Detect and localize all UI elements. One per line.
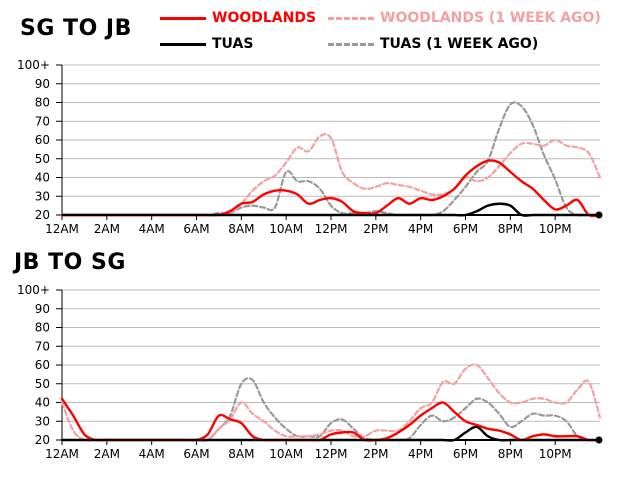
legend-item-woodlands-week-ago: WOODLANDS (1 WEEK AGO)	[328, 10, 601, 26]
y-tick-label-sg-to-jb: 30	[35, 189, 50, 203]
x-tick-label-jb-to-sg: 10PM	[539, 447, 572, 461]
x-tick-label-sg-to-jb: 6AM	[183, 222, 209, 236]
x-tick-label-sg-to-jb: 4PM	[408, 222, 433, 236]
y-tick-label-jb-to-sg: 90	[35, 302, 50, 316]
x-tick-label-jb-to-sg: 10AM	[269, 447, 303, 461]
x-tick-label-jb-to-sg: 6AM	[183, 447, 209, 461]
legend-item-woodlands: WOODLANDS	[160, 10, 316, 26]
y-tick-label-jb-to-sg: 60	[35, 358, 50, 372]
x-tick-label-sg-to-jb: 8PM	[498, 222, 523, 236]
chart-title-jb-to-sg: JB TO SG	[14, 250, 126, 275]
legend-item-tuas: TUAS	[160, 36, 253, 52]
x-tick-label-sg-to-jb: 12AM	[45, 222, 79, 236]
legend-swatch-tuas-week-ago	[328, 42, 374, 46]
legend-label-tuas: TUAS	[212, 36, 254, 52]
legend-label-woodlands: WOODLANDS	[212, 10, 317, 26]
x-tick-label-sg-to-jb: 10PM	[539, 222, 572, 236]
x-tick-label-sg-to-jb: 2PM	[363, 222, 388, 236]
legend-item-tuas-week-ago: TUAS (1 WEEK AGO)	[328, 36, 538, 52]
x-tick-label-jb-to-sg: 8PM	[498, 447, 523, 461]
y-tick-label-jb-to-sg: 70	[35, 339, 50, 353]
legend-label-tuas-week-ago: TUAS (1 WEEK AGO)	[380, 36, 539, 52]
y-tick-label-jb-to-sg: 50	[35, 377, 50, 391]
series-line-woodlands-sg-to-jb	[60, 159, 602, 218]
y-tick-label-jb-to-sg: 30	[35, 414, 50, 428]
x-tick-label-jb-to-sg: 4PM	[408, 447, 433, 461]
y-tick-label-sg-to-jb: 40	[35, 171, 50, 185]
x-tick-label-sg-to-jb: 12PM	[315, 222, 348, 236]
x-tick-label-jb-to-sg: 12AM	[45, 447, 79, 461]
legend: WOODLANDS WOODLANDS (1 WEEK AGO) TUAS TU…	[160, 10, 630, 58]
legend-swatch-woodlands-week-ago	[328, 16, 374, 20]
y-tick-label-sg-to-jb: 70	[35, 114, 50, 128]
y-tick-label-jb-to-sg: 80	[35, 321, 50, 335]
x-tick-label-sg-to-jb: 8AM	[228, 222, 254, 236]
x-tick-label-jb-to-sg: 6PM	[453, 447, 478, 461]
current-time-marker-jb-to-sg	[595, 436, 603, 444]
x-tick-label-sg-to-jb: 2AM	[94, 222, 120, 236]
x-tick-label-sg-to-jb: 6PM	[453, 222, 478, 236]
x-tick-label-jb-to-sg: 4AM	[139, 447, 165, 461]
y-tick-label-sg-to-jb: 100+	[17, 58, 50, 72]
legend-swatch-tuas	[160, 42, 206, 46]
x-tick-label-jb-to-sg: 12PM	[315, 447, 348, 461]
y-tick-label-jb-to-sg: 40	[35, 396, 50, 410]
chart-title-sg-to-jb: SG TO JB	[20, 16, 132, 41]
y-tick-label-sg-to-jb: 50	[35, 152, 50, 166]
y-tick-label-sg-to-jb: 90	[35, 77, 50, 91]
y-tick-label-sg-to-jb: 80	[35, 96, 50, 110]
legend-swatch-woodlands	[160, 16, 206, 20]
series-line-woodlands-prev-sg-to-jb	[60, 133, 602, 217]
legend-label-woodlands-week-ago: WOODLANDS (1 WEEK AGO)	[380, 10, 601, 26]
x-tick-label-sg-to-jb: 4AM	[139, 222, 165, 236]
x-tick-label-sg-to-jb: 10AM	[269, 222, 303, 236]
y-tick-label-jb-to-sg: 20	[35, 433, 50, 447]
x-tick-label-jb-to-sg: 8AM	[228, 447, 254, 461]
x-tick-label-jb-to-sg: 2AM	[94, 447, 120, 461]
x-tick-label-jb-to-sg: 2PM	[363, 447, 388, 461]
series-line-woodlands-jb-to-sg	[60, 397, 602, 442]
current-time-marker-sg-to-jb	[595, 211, 603, 219]
y-tick-label-jb-to-sg: 100+	[17, 283, 50, 297]
y-tick-label-sg-to-jb: 60	[35, 133, 50, 147]
y-tick-label-sg-to-jb: 20	[35, 208, 50, 222]
